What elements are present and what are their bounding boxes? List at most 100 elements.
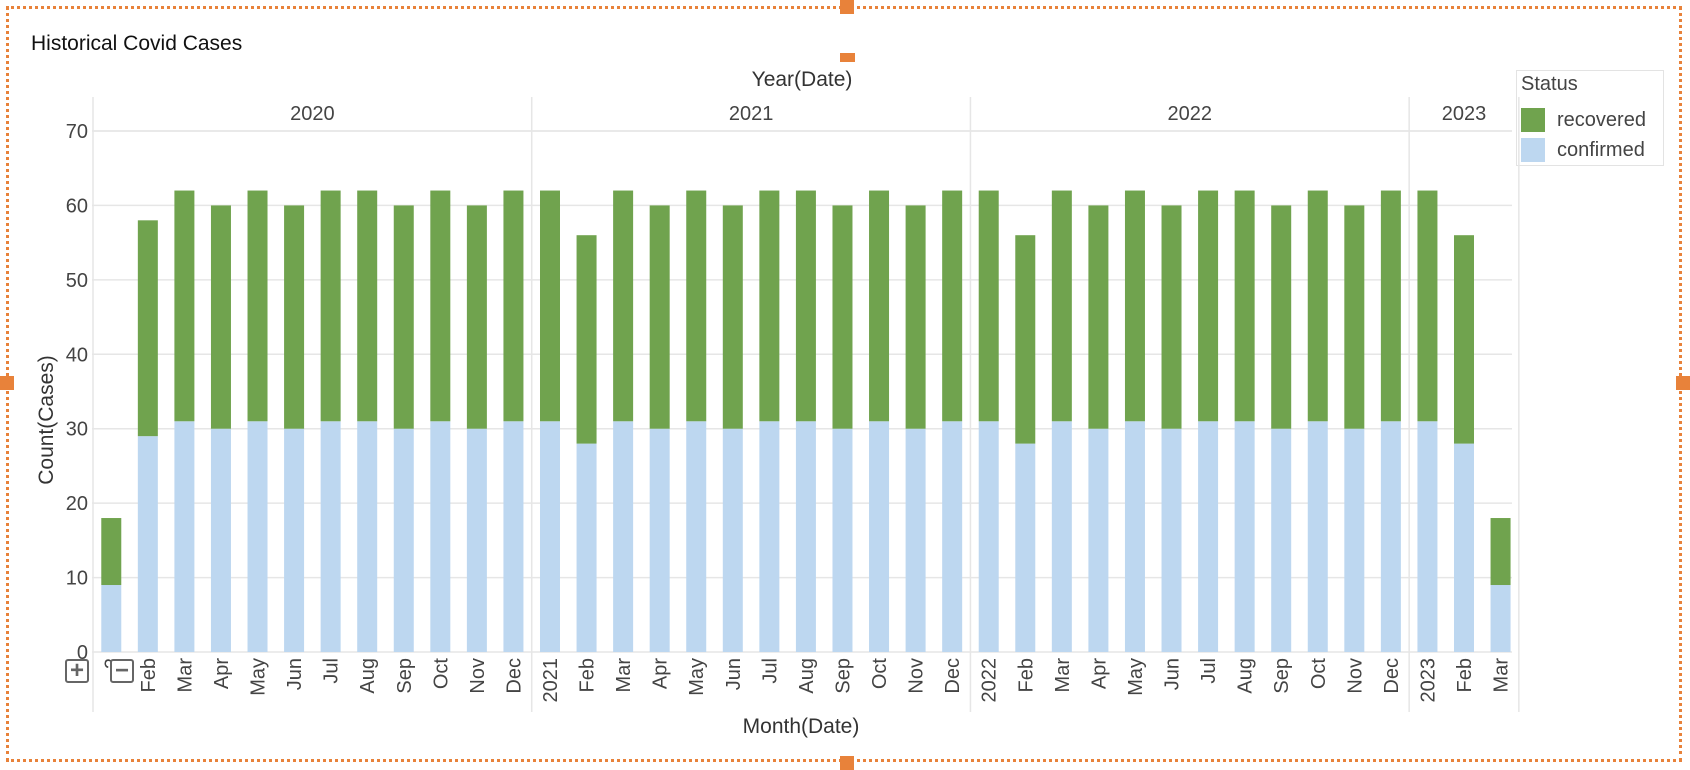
x-tick-label: Jul xyxy=(321,658,343,684)
x-tick-label: 2021 xyxy=(540,658,562,703)
bar-recovered xyxy=(795,190,816,422)
bar-recovered xyxy=(905,205,926,429)
x-tick-label: 2023 xyxy=(1417,658,1439,703)
resize-handle-top[interactable] xyxy=(840,0,854,14)
bar-confirmed xyxy=(101,585,122,652)
bar-recovered xyxy=(759,190,780,422)
x-tick-label: Sep xyxy=(832,658,854,694)
bar-recovered xyxy=(466,205,487,429)
bar-recovered xyxy=(210,205,231,429)
legend-item-confirmed[interactable]: confirmed xyxy=(1521,137,1645,163)
x-tick-label: May xyxy=(1125,658,1147,696)
bar-recovered xyxy=(832,205,853,429)
bar-confirmed xyxy=(978,421,999,652)
x-tick-label: Apr xyxy=(1088,658,1110,689)
bar-recovered xyxy=(430,190,451,422)
bar-confirmed xyxy=(649,428,670,652)
x-tick-label: Oct xyxy=(1308,658,1330,690)
bar-confirmed xyxy=(686,421,707,652)
bar-confirmed xyxy=(613,421,634,652)
bar-confirmed xyxy=(1015,443,1036,652)
bar-confirmed xyxy=(1161,428,1182,652)
bar-confirmed xyxy=(357,421,378,652)
x-tick-label: Oct xyxy=(430,658,452,690)
bar-confirmed xyxy=(320,421,341,652)
x-tick-label: Mar xyxy=(613,658,635,693)
bar-confirmed xyxy=(1051,421,1072,652)
x-tick-label: Jun xyxy=(723,658,745,690)
bar-confirmed xyxy=(869,421,890,652)
bar-recovered xyxy=(869,190,890,422)
bar-confirmed xyxy=(1307,421,1328,652)
x-tick-label: Dec xyxy=(942,658,964,694)
resize-handle-bottom[interactable] xyxy=(840,756,854,770)
header-drag-handle[interactable] xyxy=(840,53,855,62)
bar-confirmed xyxy=(942,421,963,652)
resize-handle-left[interactable] xyxy=(0,376,14,390)
bar-recovered xyxy=(1344,205,1365,429)
bar-confirmed xyxy=(832,428,853,652)
zoom-out-button[interactable]: − xyxy=(110,659,134,683)
bar-confirmed xyxy=(284,428,305,652)
x-tick-label: Aug xyxy=(357,658,379,694)
x-tick-label: 2022 xyxy=(979,658,1001,703)
chart-title: Historical Covid Cases xyxy=(31,32,243,55)
bar-recovered xyxy=(1198,190,1219,422)
x-tick-label: Apr xyxy=(211,658,233,689)
x-tick-label: May xyxy=(686,658,708,696)
bar-recovered xyxy=(686,190,707,422)
bar-confirmed xyxy=(722,428,743,652)
bar-confirmed xyxy=(905,428,926,652)
y-tick-label: 30 xyxy=(66,419,88,441)
y-tick-label: 50 xyxy=(66,270,88,292)
bar-recovered xyxy=(1490,518,1511,586)
zoom-in-button[interactable]: + xyxy=(65,659,89,683)
bar-recovered xyxy=(101,518,122,586)
x-tick-label: May xyxy=(248,658,270,696)
x-tick-label: Jun xyxy=(284,658,306,690)
y-tick-label: 70 xyxy=(66,121,88,143)
bar-recovered xyxy=(357,190,378,422)
x-tick-label: Sep xyxy=(394,658,416,694)
bar-confirmed xyxy=(1380,421,1401,652)
x-tick-label: Oct xyxy=(869,658,891,690)
bar-confirmed xyxy=(1344,428,1365,652)
bar-confirmed xyxy=(1490,585,1511,652)
x-tick-label: Jun xyxy=(1162,658,1184,690)
x-tick-label: Mar xyxy=(1491,658,1513,693)
bar-confirmed xyxy=(466,428,487,652)
year-header-label: 2023 xyxy=(1442,103,1487,125)
bar-recovered xyxy=(978,190,999,422)
x-tick-label: Jul xyxy=(759,658,781,684)
bar-confirmed xyxy=(1198,421,1219,652)
bar-recovered xyxy=(247,190,268,422)
x-tick-label: Mar xyxy=(174,658,196,693)
y-tick-label: 10 xyxy=(66,568,88,590)
x-tick-label: Apr xyxy=(650,658,672,689)
year-header-label: 2022 xyxy=(1168,103,1213,125)
bar-confirmed xyxy=(393,428,414,652)
resize-handle-right[interactable] xyxy=(1676,376,1690,390)
bar-confirmed xyxy=(430,421,451,652)
x-axis-title: Month(Date) xyxy=(742,715,860,738)
y-tick-label: 0 xyxy=(77,642,88,664)
bar-recovered xyxy=(1124,190,1145,422)
x-tick-label: Nov xyxy=(1344,658,1366,694)
bar-recovered xyxy=(942,190,963,422)
legend-item-recovered[interactable]: recovered xyxy=(1521,107,1646,133)
bar-recovered xyxy=(576,235,597,444)
x-tick-label: Aug xyxy=(1235,658,1257,694)
x-tick-label: Nov xyxy=(906,658,928,694)
bar-recovered xyxy=(649,205,670,429)
bar-confirmed xyxy=(503,421,524,652)
bar-confirmed xyxy=(174,421,195,652)
x-tick-label: Aug xyxy=(796,658,818,694)
bar-recovered xyxy=(1088,205,1109,429)
bar-confirmed xyxy=(1088,428,1109,652)
x-tick-label: Dec xyxy=(503,658,525,694)
bar-recovered xyxy=(1234,190,1255,422)
legend-label: confirmed xyxy=(1557,138,1645,161)
bar-confirmed xyxy=(1124,421,1145,652)
bar-confirmed xyxy=(576,443,597,652)
